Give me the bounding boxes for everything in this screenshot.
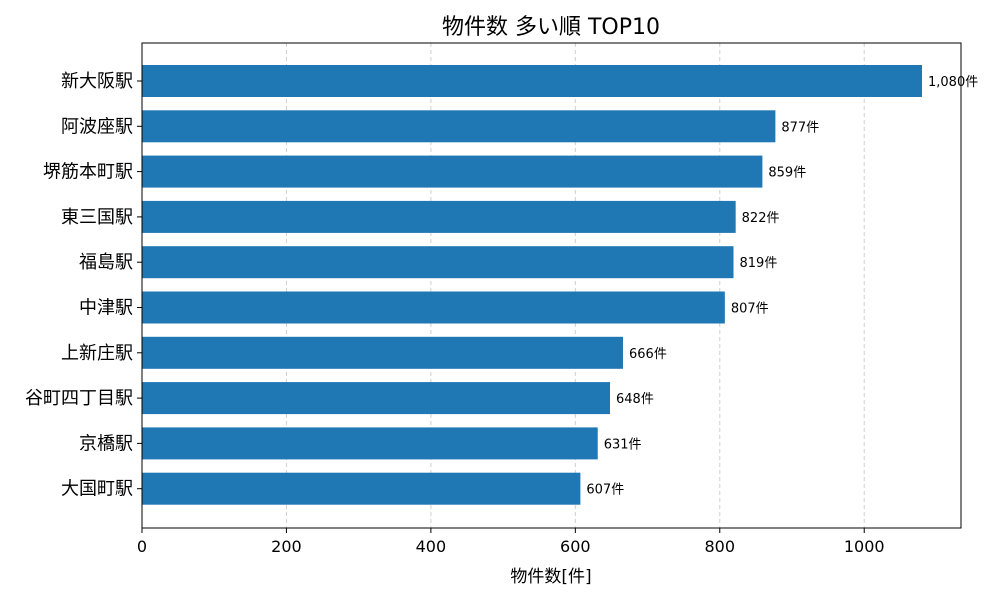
x-tick-label: 1000 (844, 537, 885, 556)
data-label: 1,080件 (928, 75, 978, 90)
bar (142, 155, 763, 188)
x-ticks: 0 200 400 600 800 1000 (137, 528, 885, 556)
data-label: 859件 (768, 166, 806, 181)
bar (142, 200, 736, 233)
x-axis-label: 物件数[件] (510, 567, 591, 587)
y-tick-label: 大国町駅 (61, 479, 133, 500)
data-labels: 1,080件 877件 859件 822件 819件 807件 666件 648件 631件 60… (586, 75, 978, 498)
data-label: 631件 (604, 437, 642, 452)
data-label: 807件 (731, 302, 769, 317)
bar (142, 246, 734, 279)
y-tick-label: 谷町四丁目駅 (25, 388, 133, 409)
plot-frame (141, 42, 962, 529)
chart-title: 物件数 多い順 TOP10 (442, 15, 660, 40)
data-label: 822件 (742, 211, 780, 226)
data-label: 666件 (629, 347, 667, 362)
y-tick-label: 福島駅 (79, 252, 133, 273)
x-tick-label: 0 (137, 537, 147, 556)
x-tick-label: 600 (560, 537, 591, 556)
data-label: 819件 (740, 256, 778, 271)
bar (142, 472, 581, 505)
y-tick-label: 新大阪駅 (61, 71, 133, 92)
bar (142, 65, 922, 97)
x-tick-label: 800 (705, 537, 736, 556)
y-tick-label: 京橋駅 (79, 433, 133, 454)
x-tick-label: 200 (271, 537, 302, 556)
bars (142, 65, 922, 505)
bar (142, 336, 623, 369)
bar (142, 427, 598, 460)
bar (142, 291, 725, 324)
y-tick-label: 中津駅 (79, 298, 133, 319)
y-tick-label: 堺筋本町駅 (43, 162, 133, 183)
y-tick-label: 上新庄駅 (61, 343, 133, 364)
x-tick-label: 400 (416, 537, 447, 556)
data-label: 648件 (616, 392, 654, 407)
y-tick-label: 阿波座駅 (61, 116, 133, 137)
bar (142, 110, 776, 143)
data-label: 877件 (781, 120, 819, 135)
data-label: 607件 (586, 483, 624, 498)
bar (142, 382, 610, 415)
y-tick-label: 東三国駅 (61, 207, 133, 228)
